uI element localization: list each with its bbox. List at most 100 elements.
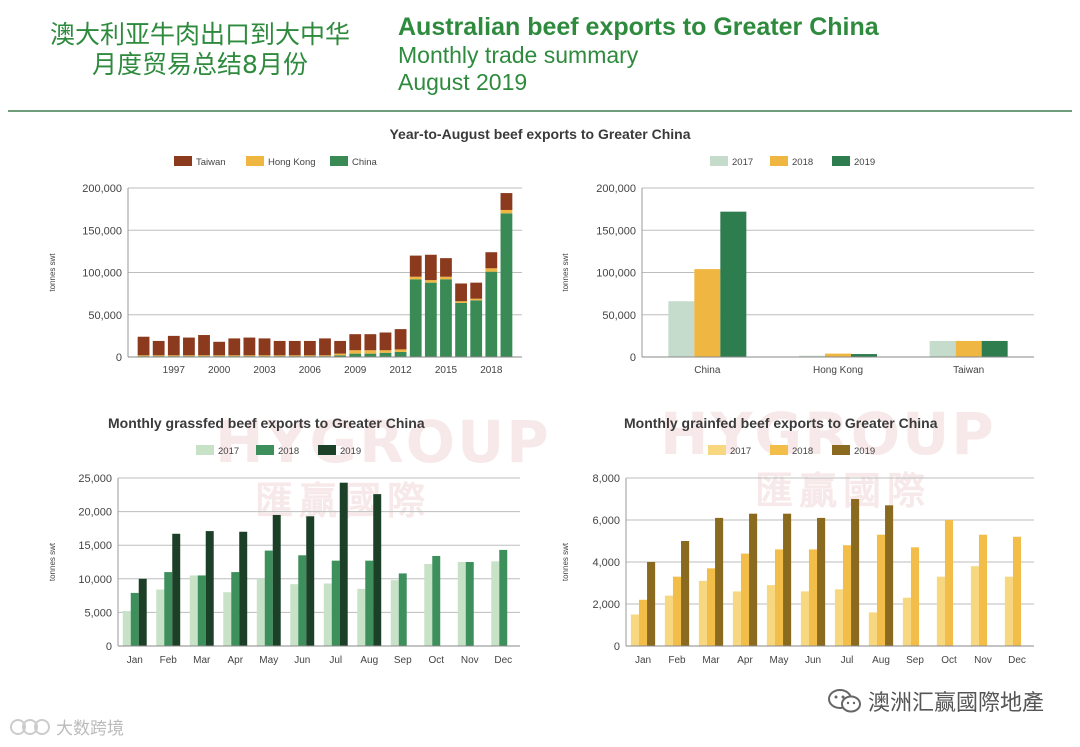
- grassfed-xtick-label: May: [259, 655, 278, 666]
- annual-bar-hong-kong: [183, 355, 195, 357]
- annual-xtick-label: 2012: [389, 365, 412, 376]
- grassfed-ytick-label: 15,000: [78, 540, 112, 552]
- grainfed-bar-2019: [647, 562, 656, 646]
- grassfed-bar-2017: [323, 583, 332, 646]
- annual-bar-hong-kong: [273, 355, 286, 357]
- grassfed-bar-2018: [499, 549, 508, 646]
- source-logo-icon: [10, 718, 50, 735]
- grassfed-bar-2019: [339, 482, 348, 646]
- grassfed-xtick-label: Apr: [227, 655, 243, 666]
- grassfed-legend-label: 2019: [340, 446, 361, 457]
- section-title: Year-to-August beef exports to Greater C…: [389, 126, 691, 142]
- grassfed-legend-swatch: [196, 445, 214, 455]
- report-date: August 2019: [398, 69, 528, 95]
- grainfed-bar-2018: [876, 534, 886, 646]
- grainfed-bar-2017: [834, 589, 843, 646]
- grainfed-bar-2019: [681, 541, 690, 646]
- grainfed-ytick-label: 2,000: [592, 599, 620, 611]
- annual-bar-taiwan: [455, 283, 467, 302]
- annual-bar-taiwan: [183, 337, 195, 356]
- byyear-legend-label: 2019: [854, 157, 875, 168]
- byyear-legend-label: 2018: [792, 157, 813, 168]
- grainfed-bar-2019: [749, 513, 758, 646]
- grassfed-bar-2019: [172, 533, 181, 646]
- grassfed-bar-2019: [373, 494, 382, 646]
- grassfed-xtick-label: Nov: [461, 655, 479, 666]
- annual-legend-label: China: [352, 157, 378, 168]
- grainfed-xtick-label: May: [770, 655, 789, 666]
- source-footer: 大数跨境: [10, 714, 124, 739]
- annual-bar-taiwan: [364, 334, 377, 351]
- grainfed-legend-swatch: [708, 445, 726, 455]
- annual-xtick-label: 2015: [435, 365, 458, 376]
- byyear-xtick-label: China: [694, 365, 721, 376]
- grassfed-xtick-label: Aug: [360, 655, 378, 666]
- grassfed-bar-2019: [306, 516, 315, 646]
- grassfed-bar-2018: [465, 562, 474, 646]
- annual-bar-taiwan: [198, 335, 210, 356]
- grassfed-bar-2017: [357, 588, 366, 646]
- byyear-bar-2019: [851, 354, 877, 357]
- grassfed-bar-2018: [365, 560, 374, 646]
- annual-bar-hong-kong: [440, 276, 452, 280]
- annual-bar-hong-kong: [258, 355, 271, 357]
- grainfed-ylabel: tonnes swt: [561, 542, 570, 581]
- grainfed-xtick-label: Jan: [635, 655, 651, 666]
- grassfed-xtick-label: Feb: [160, 655, 178, 666]
- annual-bar-china: [379, 352, 392, 357]
- annual-bar-taiwan: [152, 340, 165, 356]
- chinese-title-line1: 澳大利亚牛肉出口到大中华: [49, 20, 350, 49]
- grainfed-bar-2017: [800, 591, 809, 646]
- annual-legend-swatch: [330, 156, 348, 166]
- annual-legend-swatch: [246, 156, 264, 166]
- grainfed-bar-2017: [902, 597, 911, 646]
- grainfed-xtick-label: Mar: [702, 655, 720, 666]
- grainfed-bar-2017: [970, 566, 979, 646]
- grainfed-bar-2018: [638, 599, 648, 646]
- annual-bar-china: [470, 300, 483, 357]
- grassfed-bar-2017: [223, 592, 232, 646]
- grainfed-bar-2018: [1012, 536, 1022, 646]
- byyear-ytick-label: 200,000: [596, 183, 636, 195]
- annual-bar-china: [440, 279, 452, 357]
- annual-bar-taiwan: [288, 340, 301, 356]
- grassfed-bar-2017: [390, 580, 399, 646]
- grainfed-bar-2018: [910, 547, 920, 646]
- annual-xtick-label: 1997: [163, 365, 186, 376]
- byyear-legend-swatch: [710, 156, 728, 166]
- byyear-legend-swatch: [832, 156, 850, 166]
- annual-bar-china: [334, 355, 347, 357]
- annual-xtick-label: 2009: [344, 365, 367, 376]
- grassfed-xtick-label: Jun: [294, 655, 310, 666]
- annual-bar-hong-kong: [424, 280, 437, 283]
- grainfed-xtick-label: Apr: [737, 655, 753, 666]
- grainfed-bar-2017: [1004, 576, 1013, 646]
- annual-bar-taiwan: [137, 336, 150, 356]
- grainfed-legend-label: 2018: [792, 446, 813, 457]
- grassfed-bar-2017: [122, 611, 131, 646]
- annual-bar-taiwan: [319, 338, 331, 356]
- english-title-block: Australian beef exports to Greater China…: [398, 12, 879, 96]
- annual-bar-taiwan: [485, 252, 498, 269]
- byyear-bar-2017: [929, 340, 956, 357]
- grassfed-bar-2017: [491, 561, 500, 646]
- annual-bar-hong-kong: [213, 355, 226, 357]
- grainfed-bar-2019: [715, 517, 724, 646]
- annual-ylabel: tonnes swt: [48, 253, 57, 292]
- annual-bar-hong-kong: [500, 209, 513, 214]
- grassfed-bar-2017: [189, 575, 198, 646]
- annual-bar-hong-kong: [455, 301, 467, 303]
- annual-bar-taiwan: [424, 254, 437, 281]
- annual-ytick-label: 150,000: [82, 225, 122, 237]
- grainfed-ytick-label: 0: [614, 641, 620, 653]
- byyear-bar-2019: [981, 340, 1008, 357]
- byyear-xtick-label: Hong Kong: [813, 365, 863, 376]
- annual-bar-china: [349, 353, 362, 357]
- byyear-ytick-label: 150,000: [596, 225, 636, 237]
- annual-bar-hong-kong: [303, 355, 316, 357]
- grassfed-bar-2018: [298, 555, 307, 646]
- annual-bar-taiwan: [258, 338, 271, 356]
- byyear-ytick-label: 0: [630, 352, 636, 364]
- annual-bar-taiwan: [273, 340, 286, 356]
